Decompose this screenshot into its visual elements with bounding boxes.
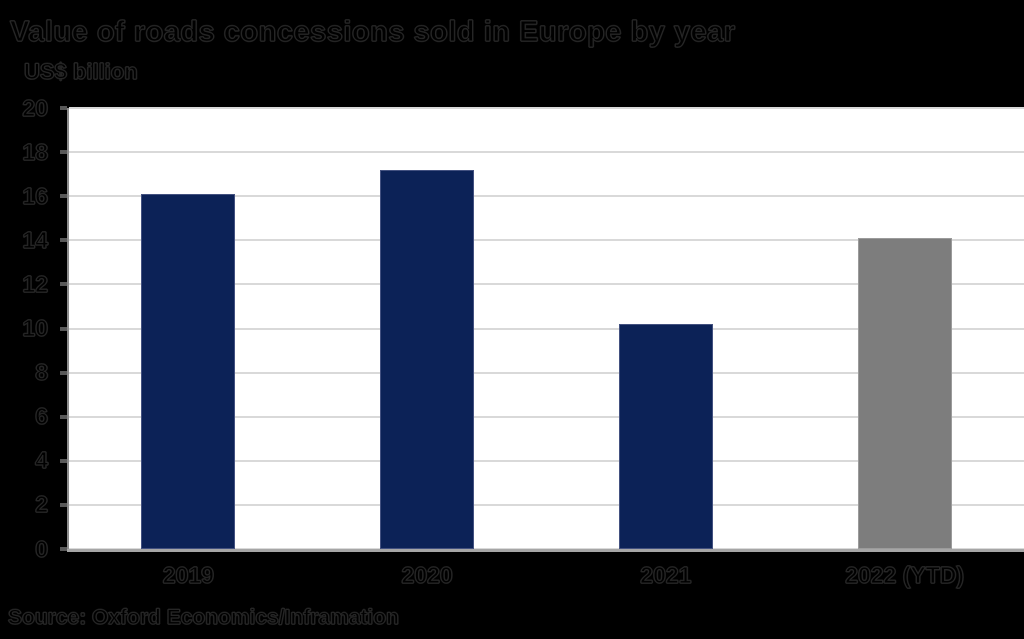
gridline <box>69 107 1024 109</box>
x-axis-label: 2021 <box>640 561 692 588</box>
y-axis-tick <box>60 326 67 331</box>
gridline <box>69 195 1024 198</box>
y-axis-tick <box>60 414 67 419</box>
x-axis-label: 2019 <box>162 561 214 588</box>
x-axis-label: 2020 <box>401 561 453 588</box>
bar-2019 <box>141 194 236 549</box>
gridline <box>69 327 1024 330</box>
y-axis-tick <box>60 547 67 551</box>
gridline <box>69 283 1024 286</box>
y-axis-tick-label: 8 <box>35 359 49 386</box>
y-axis-tick-label: 20 <box>22 94 49 121</box>
y-axis-tick-label: 2 <box>35 491 49 518</box>
y-axis-tick-label: 10 <box>22 314 49 341</box>
gridline <box>69 239 1024 242</box>
y-axis-tick-label: 6 <box>35 403 49 430</box>
gridline <box>69 371 1024 374</box>
y-axis-tick <box>60 282 67 287</box>
y-axis-tick-label: 18 <box>22 138 49 165</box>
y-axis-tick <box>60 502 67 507</box>
y-axis-tick-label: 16 <box>22 182 49 209</box>
y-axis-line <box>67 108 69 551</box>
bar-2021 <box>618 324 713 549</box>
y-axis-tick <box>60 106 67 110</box>
gridline <box>69 503 1024 506</box>
chart-title: Value of roads concessions sold in Europ… <box>9 15 736 48</box>
plot-area <box>69 107 1024 550</box>
y-axis-tick-label: 0 <box>35 535 49 562</box>
y-axis-tick <box>60 194 67 199</box>
y-axis-tick <box>60 238 67 243</box>
y-axis-tick <box>60 370 67 375</box>
gridline <box>69 459 1024 462</box>
y-axis-tick-label: 14 <box>22 226 49 253</box>
bar-2022 (YTD) <box>857 238 952 549</box>
x-axis-label: 2022 (YTD) <box>845 561 965 588</box>
gridline <box>69 151 1024 154</box>
y-axis-unit-label: US$ billion <box>23 58 138 84</box>
bar-2020 <box>380 169 475 549</box>
source-note: Source: Oxford Economics/Inframation <box>7 605 399 629</box>
y-axis-tick <box>60 150 67 155</box>
y-axis-tick-label: 4 <box>35 447 49 474</box>
x-axis-line <box>67 549 1024 552</box>
gridline <box>69 415 1024 418</box>
y-axis-tick-label: 12 <box>22 270 49 297</box>
y-axis-tick <box>60 458 67 463</box>
